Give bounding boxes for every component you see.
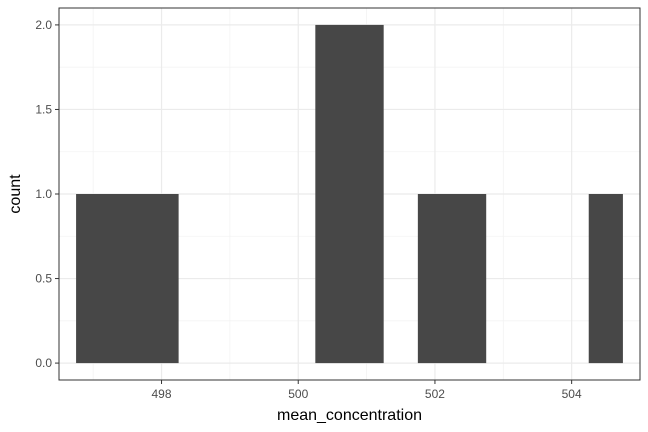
x-tick-label: 502 [425,387,445,401]
histogram-bar [588,194,623,364]
x-tick-label: 498 [152,387,172,401]
x-axis-ticks: 498 500 502 504 [152,380,582,401]
x-tick-label: 504 [562,387,582,401]
x-axis-title: mean_concentration [277,407,422,424]
y-axis-ticks: 0.0 0.5 1.0 1.5 2.0 [35,18,59,370]
histogram-bar [417,194,487,364]
x-tick-label: 500 [288,387,308,401]
y-tick-label: 1.5 [35,102,52,116]
y-tick-label: 0.5 [35,272,52,286]
y-tick-label: 1.0 [35,187,52,201]
histogram-bar [76,194,179,364]
y-tick-label: 2.0 [35,18,52,32]
y-axis-title: count [7,174,24,214]
y-tick-label: 0.0 [35,356,52,370]
histogram-bar [315,24,384,364]
histogram-bars [76,24,623,364]
